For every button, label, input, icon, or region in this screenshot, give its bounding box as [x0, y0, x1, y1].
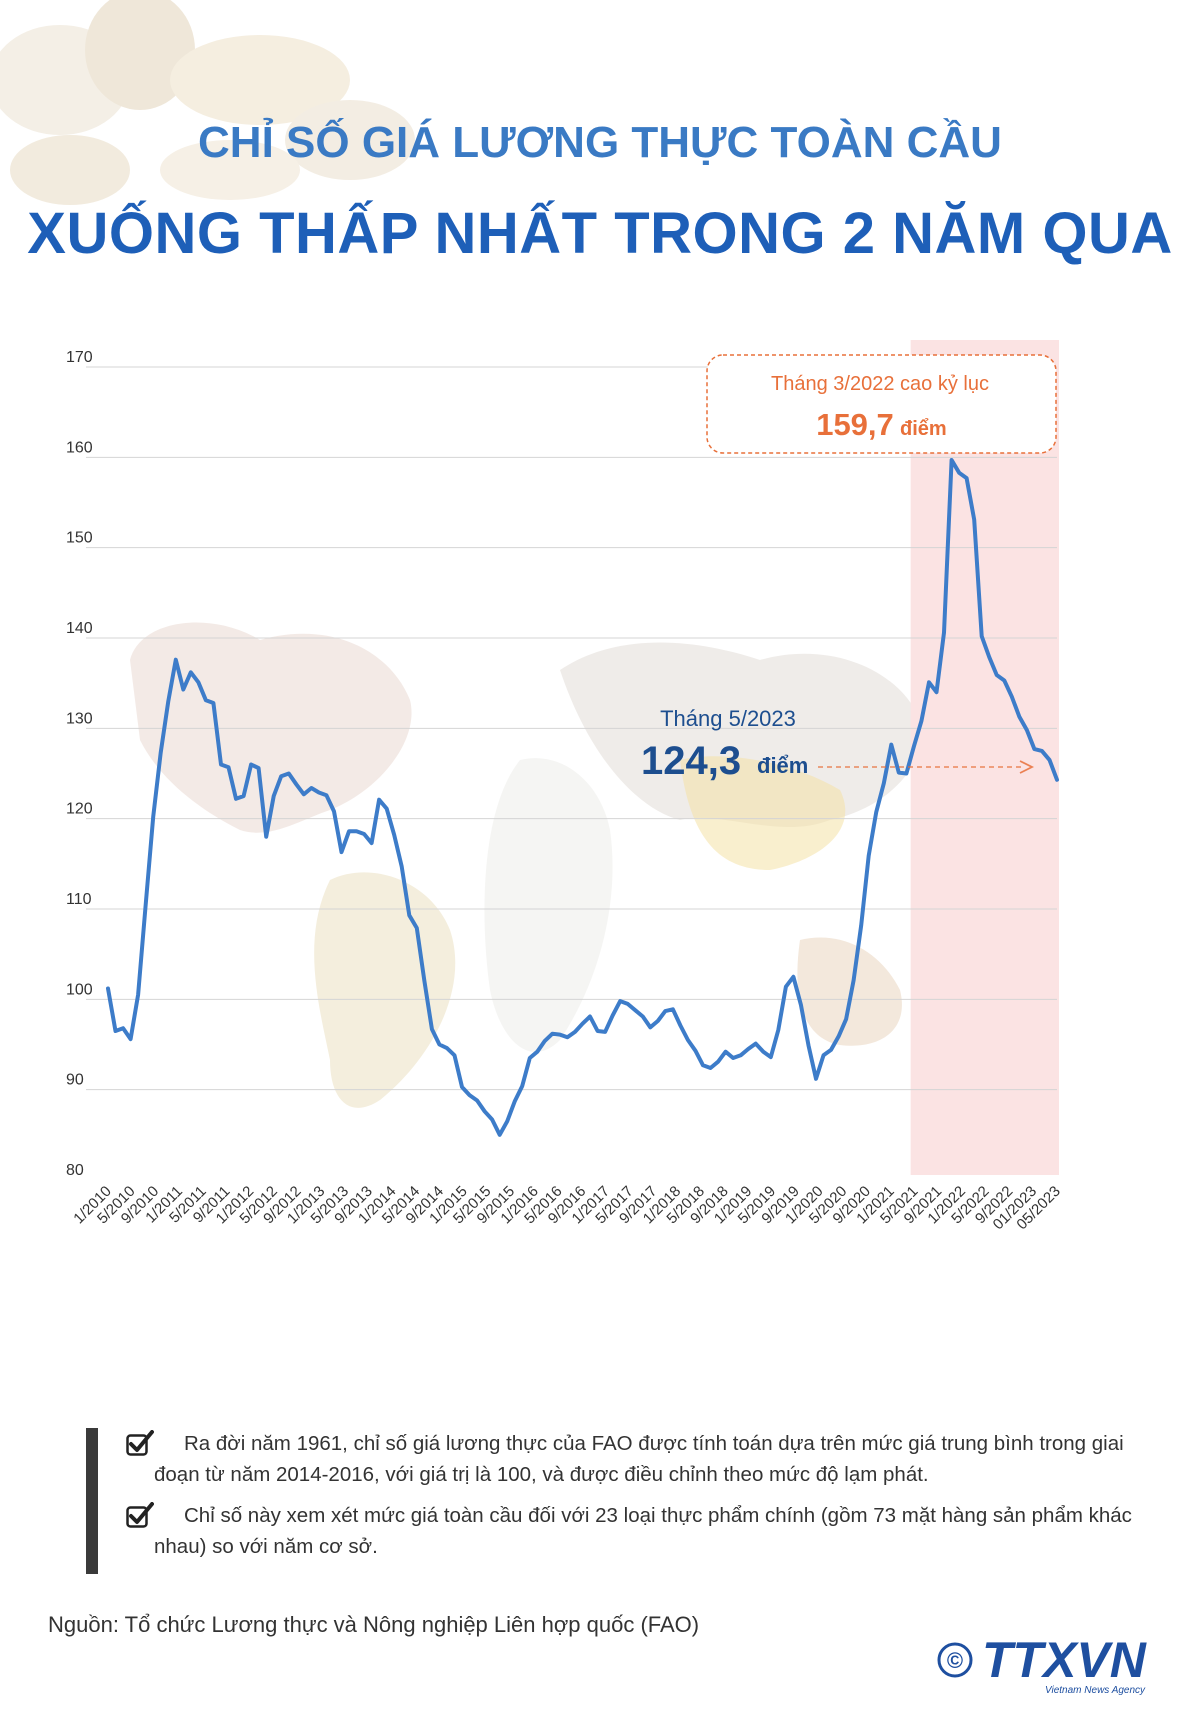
peak-value: 159,7: [816, 407, 894, 442]
y-tick-label: 170: [66, 349, 93, 366]
note-item: Chỉ số này xem xét mức giá toàn cầu đối …: [126, 1500, 1158, 1562]
checkbox-icon: [126, 1430, 154, 1456]
latest-label: Tháng 5/2023: [660, 706, 796, 731]
copyright-symbol: ©: [947, 1648, 963, 1673]
y-tick-label: 80: [66, 1162, 84, 1179]
copyright-icon: [937, 1642, 973, 1678]
note-text: Ra đời năm 1961, chỉ số giá lương thực c…: [154, 1432, 1124, 1486]
y-tick-label: 160: [66, 439, 93, 456]
title-line-1: CHỈ SỐ GIÁ LƯƠNG THỰC TOÀN CẦU: [198, 118, 1002, 167]
grain-decoration: [0, 0, 415, 205]
source-text: Nguồn: Tổ chức Lương thực và Nông nghiệp…: [48, 1612, 700, 1637]
latest-unit: điểm: [757, 753, 808, 778]
title-line-2: XUỐNG THẤP NHẤT TRONG 2 NĂM QUA: [27, 201, 1173, 266]
y-tick-label: 120: [66, 801, 93, 818]
y-tick-label: 90: [66, 1072, 84, 1089]
logo-text: TTXVN: [982, 1632, 1147, 1688]
highlight-band: [910, 340, 1059, 1175]
logo-subtitle: Vietnam News Agency: [1045, 1685, 1146, 1696]
y-tick-label: 150: [66, 530, 93, 547]
latest-value: 124,3: [641, 739, 741, 783]
y-tick-label: 100: [66, 981, 93, 998]
ttxvn-logo: © TTXVN Vietnam News Agency: [937, 1632, 1147, 1696]
checkbox-icon: [126, 1502, 154, 1528]
peak-label: Tháng 3/2022 cao kỷ lục: [771, 373, 989, 395]
line-chart: 80901001101201301401501601701/20105/2010…: [66, 340, 1064, 1233]
peak-unit: điểm: [900, 418, 947, 440]
series-line: [106, 458, 1059, 1137]
y-tick-label: 130: [66, 710, 93, 727]
note-text: Chỉ số này xem xét mức giá toàn cầu đối …: [154, 1504, 1132, 1558]
arrow-head-icon: [1019, 760, 1035, 774]
y-tick-label: 110: [66, 891, 92, 908]
y-tick-label: 140: [66, 620, 93, 637]
peak-callout-box: [706, 354, 1057, 454]
notes-section: Ra đời năm 1961, chỉ số giá lương thực c…: [86, 1428, 1158, 1574]
note-item: Ra đời năm 1961, chỉ số giá lương thực c…: [126, 1428, 1158, 1490]
world-map-decoration: [130, 622, 922, 1108]
